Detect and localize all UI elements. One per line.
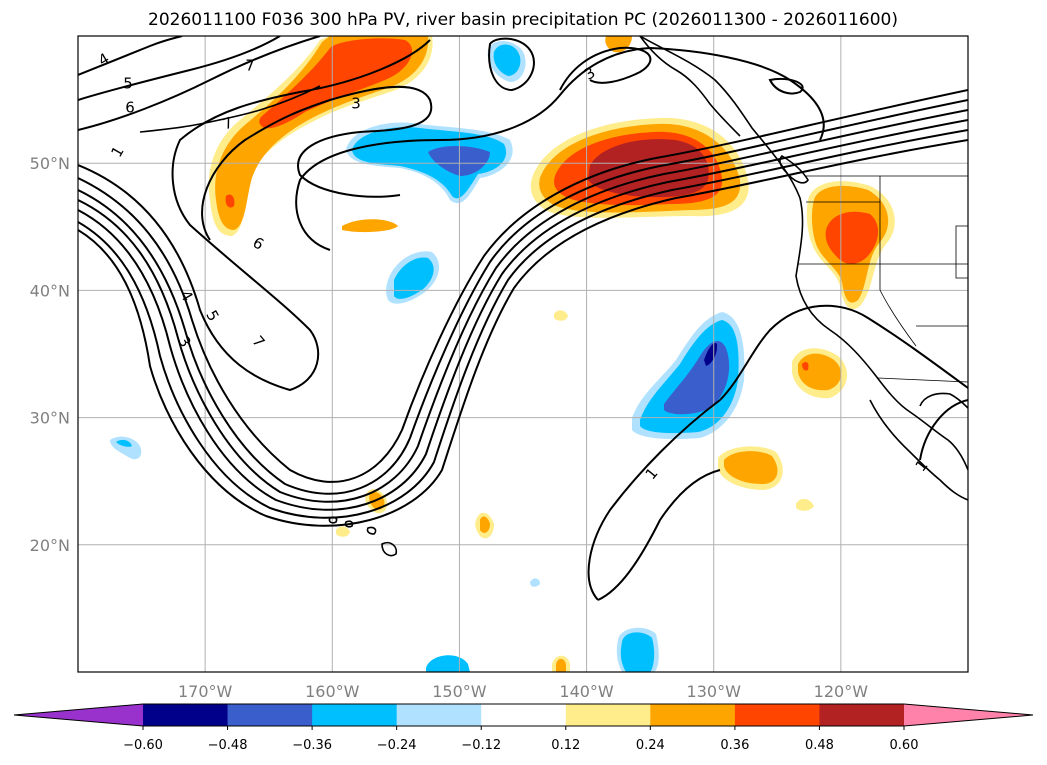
us-mexico-border [877,377,968,383]
lat-tick-label: 40°N [30,281,70,300]
colorbar-extend-low [14,704,143,726]
colorbar-segment [227,704,313,726]
colorbar-segment [481,704,567,726]
north-america-coast [639,36,968,471]
pv-contour-jet-5 [78,89,968,483]
precip-neg-small-mid [530,578,540,587]
precip-pos-baja-red [802,362,809,371]
pv-contour-north-1 [201,85,433,241]
colorbar-segment [143,704,229,726]
colorbar-tick-label: −0.60 [123,738,163,753]
nevada-line [879,264,917,347]
lon-tick-label: 150°W [432,682,487,701]
pv-contour-jet-3 [78,119,968,511]
precip-pos-aleutian-orange [215,36,429,230]
pv-contour-label: 3 [351,95,361,113]
hawaii-big-island [381,541,398,557]
pv-contour-jet-4 [78,129,968,519]
colorbar-tick-label: 0.48 [805,738,834,753]
lon-tick-label: 160°W [305,682,360,701]
lon-tick-label: 130°W [687,682,742,701]
colorbar-segment [396,704,482,726]
baja-coast [869,399,968,501]
precip-pos-coast-red [825,211,879,264]
lon-tick-label: 170°W [178,682,233,701]
chart-title: 2026011100 F036 300 hPa PV, river basin … [148,10,898,30]
pv-contour-north-2 [78,36,321,131]
colorbar-tick-label: −0.48 [208,738,248,753]
colorbar: −0.60 −0.48 −0.36 −0.24 −0.12 0.12 0.24 0.36 0.4… [13,703,1034,753]
colorbar-segment [565,704,651,726]
pv-contour-inner-4 [78,139,968,527]
colorbar-tick-label: 0.60 [890,738,919,753]
political-borders [798,175,968,383]
colorbar-segment [650,704,736,726]
lat-tick-label: 20°N [30,536,70,555]
precip-neg-far-west-blue [116,439,132,447]
pv-contour-subtrop [587,304,968,601]
hawaii-oahu [344,520,354,528]
precip-pos-aleutian-spot [225,194,235,208]
pv-contour-ridge-a [295,46,825,251]
canada-east [955,225,968,279]
hawaii-kauai [328,516,338,524]
pv-contour-northwest-small [488,37,535,92]
colorbar-extend-high [904,704,1033,726]
precip-pos-hawaii-east-orange [480,516,490,533]
pv-contour-jet-1 [78,99,968,495]
precip-pos-aleutian-red [259,38,413,129]
vancouver-island [779,154,809,184]
colorbar-tick-label: 0.24 [636,738,665,753]
pv-contour-subtrop-b [597,469,721,601]
precip-pos-dot-mid [554,310,568,321]
pv-contour-label: 6 [125,99,135,117]
colorbar-segment [312,704,398,726]
precip-pos-baja-orange [798,353,842,391]
colorbar-tick-label: −0.24 [377,738,417,753]
precip-pos-south-orange [556,658,566,672]
lat-tick-label: 50°N [30,154,70,173]
precip-pos-small-west [336,526,350,537]
pv-contour-north-3 [78,36,281,101]
lat-tick-label: 30°N [30,409,70,428]
colorbar-tick-label: 0.12 [551,738,580,753]
pv-contour-label: 7 [245,57,255,75]
colorbar-tick-label: 0.36 [720,738,749,753]
precip-pos-east-orange [724,451,778,484]
colorbar-segment [734,704,820,726]
alaska-panhandle [639,36,741,137]
hawaii-maui [366,526,377,535]
aleutian-chain [139,85,321,133]
latitude-tick-labels: 20°N 30°N 40°N 50°N [30,154,70,555]
map-area [78,36,968,672]
pv-contour-jet-2 [78,109,968,503]
pv-contour-jet-6 [78,39,431,392]
pv-contour-north-4 [78,36,183,76]
pv-contour-label: 5 [123,75,133,93]
coastlines [139,36,968,557]
precip-neg-north-blue [493,44,521,76]
lon-tick-label: 120°W [814,682,869,701]
map-frame [77,35,969,673]
mexico-coast [919,392,968,409]
lon-tick-label: 140°W [559,682,614,701]
precip-anomaly-fills [110,36,895,672]
precip-pos-small-east [796,498,814,511]
precip-neg-mid-blue [394,257,434,299]
colorbar-tick-label: −0.12 [461,738,501,753]
gridlines [78,36,968,672]
colorbar-tick-label: −0.36 [292,738,332,753]
precip-pos-mid-strip [342,219,398,233]
precip-neg-south-blue [620,632,655,672]
colorbar-segment [819,704,905,726]
longitude-tick-labels: 170°W 160°W 150°W 140°W 130°W 120°W [178,682,868,701]
pv-contour-ridge-c [768,78,804,95]
pv-contour-ridge-b [559,46,652,91]
